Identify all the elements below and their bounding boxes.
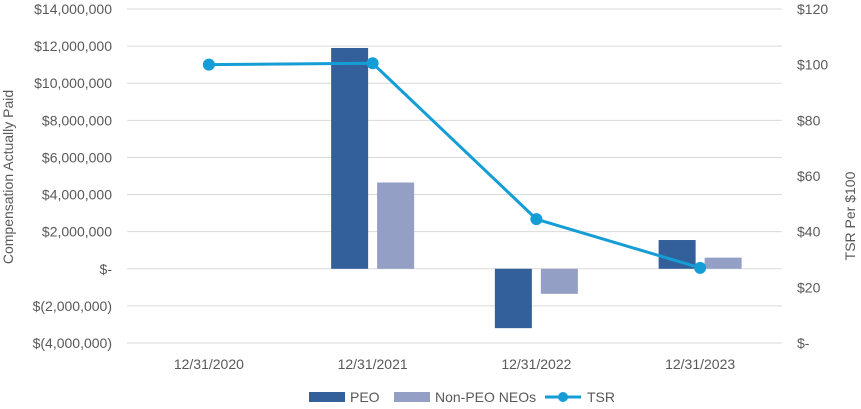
right-tick-label: $60	[797, 168, 821, 184]
x-tick-label: 12/31/2022	[501, 356, 571, 372]
bar-non-peo-neos	[704, 257, 742, 269]
right-tick-label: $120	[797, 1, 828, 17]
left-axis: $(4,000,000) $(2,000,000) $- $2,000,000 $4,0…	[33, 1, 113, 351]
bars	[331, 47, 742, 329]
left-tick-label: $(2,000,000)	[33, 298, 112, 314]
bar-peo	[494, 268, 532, 329]
legend-label-peo: PEO	[350, 389, 380, 405]
left-tick-label: $2,000,000	[42, 224, 112, 240]
left-tick-label: $10,000,000	[34, 75, 112, 91]
tsr-point	[530, 213, 543, 226]
legend-swatch-tsr-marker	[558, 392, 568, 402]
left-tick-label: $14,000,000	[34, 1, 112, 17]
x-tick-label: 12/31/2020	[174, 356, 244, 372]
legend: PEO Non-PEO NEOs TSR	[309, 389, 615, 405]
tsr-point	[694, 261, 707, 274]
tsr-point	[202, 58, 215, 71]
bar-non-peo-neos	[540, 268, 578, 294]
tsr-line-path	[208, 61, 701, 270]
left-tick-label: $8,000,000	[42, 112, 112, 128]
left-tick-label: $-	[100, 261, 113, 277]
bar-non-peo-neos	[377, 182, 415, 269]
gridlines	[127, 8, 782, 344]
left-axis-title: Compensation Actually Paid	[0, 90, 16, 264]
legend-swatch-peo	[309, 392, 345, 402]
x-axis: 12/31/2020 12/31/2021 12/31/2022 12/31/2023	[174, 356, 736, 372]
right-tick-label: $-	[797, 335, 810, 351]
bar-peo	[331, 47, 369, 269]
right-tick-label: $40	[797, 224, 821, 240]
right-tick-label: $80	[797, 112, 821, 128]
left-tick-label: $6,000,000	[42, 149, 112, 165]
x-tick-label: 12/31/2021	[338, 356, 408, 372]
legend-swatch-non-peo-neos	[394, 392, 430, 402]
left-tick-label: $(4,000,000)	[33, 335, 112, 351]
tsr-point	[366, 57, 379, 70]
legend-label-non-peo-neos: Non-PEO NEOs	[435, 389, 536, 405]
right-axis-title: TSR Per $100	[842, 171, 858, 260]
left-tick-label: $4,000,000	[42, 187, 112, 203]
x-tick-label: 12/31/2023	[665, 356, 735, 372]
legend-label-tsr: TSR	[587, 389, 615, 405]
right-tick-label: $20	[797, 279, 821, 295]
tsr-line-series	[202, 57, 707, 274]
left-tick-label: $12,000,000	[34, 38, 112, 54]
right-tick-label: $100	[797, 57, 828, 73]
right-axis: $- $20 $40 $60 $80 $100 $120	[797, 1, 828, 351]
